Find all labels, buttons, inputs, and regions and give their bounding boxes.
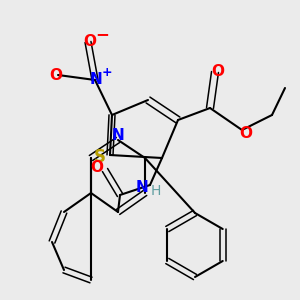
- Text: N: N: [136, 179, 148, 194]
- Text: +: +: [102, 65, 112, 79]
- Text: S: S: [94, 148, 106, 166]
- Text: −: −: [95, 25, 109, 43]
- Text: O: O: [83, 34, 97, 50]
- Text: H: H: [151, 184, 161, 198]
- Text: O: O: [91, 160, 103, 175]
- Text: N: N: [90, 73, 102, 88]
- Text: O: O: [50, 68, 62, 82]
- Text: O: O: [212, 64, 224, 80]
- Text: N: N: [112, 128, 124, 142]
- Text: O: O: [239, 125, 253, 140]
